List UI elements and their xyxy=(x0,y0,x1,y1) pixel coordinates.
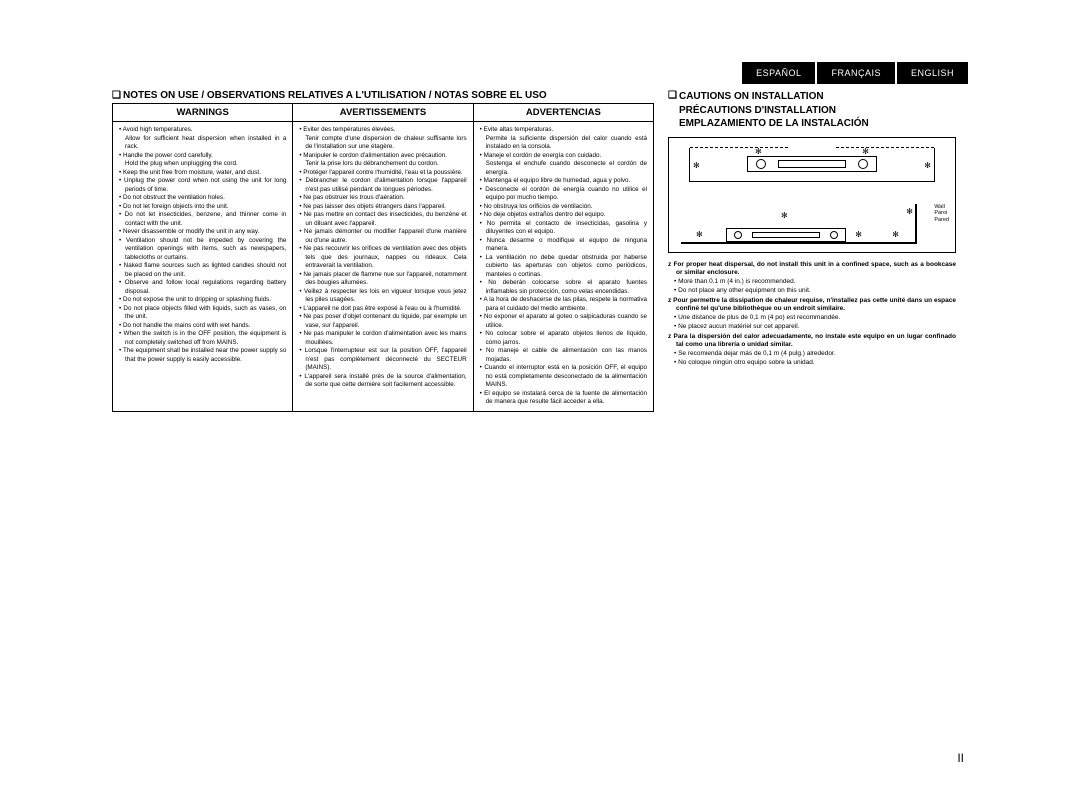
notes-on-use-section: ❏ NOTES ON USE / OBSERVATIONS RELATIVES … xyxy=(112,90,654,412)
caution-sub: Do not place any other equipment on this… xyxy=(668,287,956,296)
warning-item: Never disassemble or modify the unit in … xyxy=(119,228,286,237)
warning-item: Permite la suficiente dispersión del cal… xyxy=(480,135,647,152)
caution-sub: Une distance de plus de 0,1 m (4 po) est… xyxy=(668,314,956,323)
warning-item: No permita el contacto de insecticidas, … xyxy=(480,220,647,237)
caution-sub: Ne placez aucun matériel sur cet apparei… xyxy=(668,323,956,332)
warning-item: Tenir la prise lors du débranchement du … xyxy=(299,160,466,169)
cautions-title: ❏ CAUTIONS ON INSTALLATION PRÉCAUTIONS D… xyxy=(668,90,956,131)
warning-item: Ne jamais démonter ou modifier l'apparei… xyxy=(299,228,466,245)
warning-item: Evite altas temperaturas. xyxy=(480,126,647,135)
caution-sub: More than 0.1 m (4 in.) is recommended. xyxy=(668,278,956,287)
caution-main: Para la dispersión del calor adecuadamen… xyxy=(668,333,956,351)
warning-item: El equipo se instalará cerca de la fuent… xyxy=(480,390,647,407)
warning-item: Ne pas laisser des objets étrangers dans… xyxy=(299,203,466,212)
notes-title: ❏ NOTES ON USE / OBSERVATIONS RELATIVES … xyxy=(112,90,654,101)
warning-item: Nunca desarme o modifique el equipo de n… xyxy=(480,237,647,254)
warning-item: Do not expose the unit to dripping or sp… xyxy=(119,296,286,305)
warning-item: Ne pas poser d'objet contenant du liquid… xyxy=(299,313,466,330)
notes-title-text: NOTES ON USE / OBSERVATIONS RELATIVES A … xyxy=(123,90,547,101)
caution-sub: No coloque ningún otro equipo sobre la u… xyxy=(668,359,956,368)
warning-item: Débrancher le cordon d'alimentation lors… xyxy=(299,177,466,194)
warning-item: Ne pas recouvrir les orifices de ventila… xyxy=(299,245,466,271)
warning-item: Do not let foreign objects into the unit… xyxy=(119,203,286,212)
warnings-fr-cell: Eviter des températures élevées.Tenir co… xyxy=(293,122,473,412)
warning-item: L'appareil ne doit pas être exposé à l'e… xyxy=(299,305,466,314)
warning-item: No exponer el aparato al goteo o salpica… xyxy=(480,313,647,330)
warning-item: Protéger l'appareil contre l'humidité, l… xyxy=(299,169,466,178)
lang-tab-es: ESPAÑOL xyxy=(742,62,815,84)
warning-item: Sostenga el enchufe cuando desconecte el… xyxy=(480,160,647,177)
warning-item: Unplug the power cord when not using the… xyxy=(119,177,286,194)
col-header-avertissements: AVERTISSEMENTS xyxy=(293,104,473,122)
warning-item: Do not let insecticides, benzene, and th… xyxy=(119,211,286,228)
warning-item: Ne pas obstruer les trous d'aération. xyxy=(299,194,466,203)
warning-item: Maneje el cordón de energía con cuidado. xyxy=(480,152,647,161)
warning-item: Cuando el interruptor está en la posició… xyxy=(480,364,647,390)
page-number: II xyxy=(957,751,964,765)
warnings-es-cell: Evite altas temperaturas.Permite la sufi… xyxy=(473,122,653,412)
warning-item: Mantenga el equipo libre de humedad, agu… xyxy=(480,177,647,186)
warning-item: Hold the plug when unplugging the cord. xyxy=(119,160,286,169)
warning-item: Ne pas mettre en contact des insecticide… xyxy=(299,211,466,228)
warning-item: No deberán colocarse sobre el aparato fu… xyxy=(480,279,647,296)
warning-item: Eviter des températures élevées. xyxy=(299,126,466,135)
lang-tab-en: ENGLISH xyxy=(897,62,968,84)
cautions-list: For proper heat dispersal, do not instal… xyxy=(668,261,956,368)
warning-item: Naked flame sources such as lighted cand… xyxy=(119,262,286,279)
warning-item: No maneje el cable de alimentación con l… xyxy=(480,347,647,364)
cautions-section: ❏ CAUTIONS ON INSTALLATION PRÉCAUTIONS D… xyxy=(668,90,956,412)
warning-item: Keep the unit free from moisture, water,… xyxy=(119,169,286,178)
warning-item: Desconecte el cordón de energía cuando n… xyxy=(480,186,647,203)
warning-item: Lorsque l'interrupteur est sur la positi… xyxy=(299,347,466,373)
warning-item: Ne jamais placer de flamme nue sur l'app… xyxy=(299,271,466,288)
warning-item: Observe and follow local regulations reg… xyxy=(119,279,286,296)
language-tabs: ESPAÑOL FRANÇAIS ENGLISH xyxy=(742,62,968,84)
cautions-title-en: CAUTIONS ON INSTALLATION xyxy=(679,91,824,102)
wall-label: Wall Paroi Pared xyxy=(934,204,949,224)
warning-item: Avoid high temperatures. xyxy=(119,126,286,135)
cautions-title-es: EMPLAZAMIENTO DE LA INSTALACIÓN xyxy=(679,118,869,129)
warning-item: Tenir compte d'une dispersion de chaleur… xyxy=(299,135,466,152)
lang-tab-fr: FRANÇAIS xyxy=(817,62,895,84)
warnings-en-cell: Avoid high temperatures.Allow for suffic… xyxy=(113,122,293,412)
warning-item: A la hora de deshacerse de las pilas, re… xyxy=(480,296,647,313)
cautions-title-fr: PRÉCAUTIONS D'INSTALLATION xyxy=(679,105,836,116)
warning-item: La ventilación no debe quedar obstruida … xyxy=(480,254,647,280)
installation-diagram: ✻✻ ✻✻ ✻✻ ✻✻✻ Wall Paroi Pared xyxy=(668,137,956,253)
warning-item: When the switch is in the OFF position, … xyxy=(119,330,286,347)
col-header-warnings: WARNINGS xyxy=(113,104,293,122)
caution-main: For proper heat dispersal, do not instal… xyxy=(668,261,956,279)
warning-item: L'appareil sera installé près de la sour… xyxy=(299,373,466,390)
warning-item: Manipuler le cordon d'alimentation avec … xyxy=(299,152,466,161)
caution-sub: Se recomienda dejar más de 0,1 m (4 pulg… xyxy=(668,350,956,359)
warning-item: Do not obstruct the ventilation holes. xyxy=(119,194,286,203)
warning-item: Do not place objects filled with liquids… xyxy=(119,305,286,322)
warning-item: No colocar sobre el aparato objetos llen… xyxy=(480,330,647,347)
warning-item: Ventilation should not be impeded by cov… xyxy=(119,237,286,263)
warnings-table: WARNINGS AVERTISSEMENTS ADVERTENCIAS Avo… xyxy=(112,103,654,412)
col-header-advertencias: ADVERTENCIAS xyxy=(473,104,653,122)
warning-item: Allow for sufficient heat dispersion whe… xyxy=(119,135,286,152)
warning-item: No obstruya los orificios de ventilación… xyxy=(480,203,647,212)
warning-item: Ne pas manipuler le cordon d'alimentatio… xyxy=(299,330,466,347)
warning-item: Veillez à respecter les lois en vigueur … xyxy=(299,288,466,305)
caution-main: Pour permettre la dissipation de chaleur… xyxy=(668,297,956,315)
warning-item: Handle the power cord carefully. xyxy=(119,152,286,161)
warning-item: Do not handle the mains cord with wet ha… xyxy=(119,322,286,331)
warning-item: The equipment shall be installed near th… xyxy=(119,347,286,364)
warning-item: No deje objetos extraños dentro del equi… xyxy=(480,211,647,220)
